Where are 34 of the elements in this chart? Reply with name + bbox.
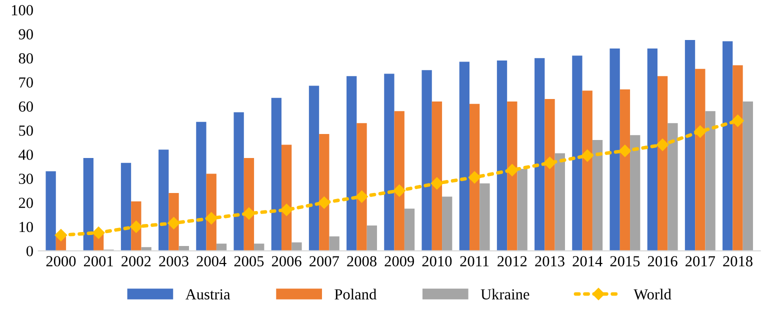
x-tick-label: 2012 — [498, 256, 527, 266]
y-tick-label: 70 — [19, 77, 33, 88]
x-tick-label: 2003 — [159, 256, 188, 266]
x-tick-label: 2010 — [422, 256, 452, 266]
y-tick-label: 90 — [18, 29, 33, 40]
y-tick-label: 50 — [19, 125, 33, 136]
x-tick-label: 2006 — [272, 256, 302, 266]
legend-label: Austria — [185, 289, 230, 300]
y-tick-label: 40 — [18, 150, 33, 160]
x-tick-label: 2009 — [384, 256, 414, 266]
y-tick-label: 30 — [18, 174, 33, 184]
x-tick-label: 2011 — [460, 256, 489, 266]
x-tick-label: 2018 — [723, 256, 752, 266]
x-tick-label: 2017 — [686, 256, 715, 266]
x-tick-label: 2004 — [196, 256, 226, 266]
x-tick-label: 2002 — [122, 256, 151, 266]
x-tick-label: 2016 — [648, 256, 678, 266]
x-tick-label: 2007 — [310, 256, 339, 266]
legend-label: Poland — [334, 288, 376, 300]
x-tick-label: 2013 — [535, 256, 564, 266]
x-tick-label: 2005 — [234, 256, 264, 266]
y-tick-label: 100 — [12, 5, 33, 16]
legend-label: Ukraine — [480, 288, 530, 300]
legend-label: World — [634, 288, 672, 300]
x-tick-label: 2015 — [610, 256, 640, 266]
x-tick-label: 2008 — [347, 256, 376, 266]
y-tick-label: 80 — [18, 53, 33, 64]
y-tick-label: 0 — [26, 246, 33, 256]
y-tick-label: 10 — [20, 222, 33, 232]
x-tick-label: 2000 — [46, 256, 76, 266]
y-tick-label: 20 — [18, 198, 33, 208]
y-tick-label: 60 — [18, 101, 33, 112]
x-tick-label: 2001 — [84, 256, 113, 266]
x-tick-label: 2014 — [572, 256, 602, 266]
